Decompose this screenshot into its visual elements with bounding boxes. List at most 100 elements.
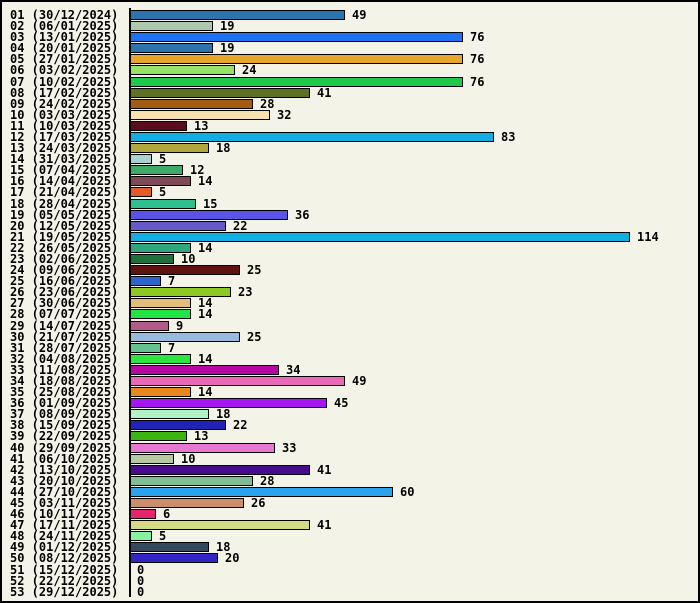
week-label: 04 (20/01/2025) — [10, 41, 119, 55]
value-label: 24 — [242, 63, 257, 77]
value-label: 19 — [220, 19, 235, 33]
bar — [130, 343, 161, 353]
bar — [130, 365, 279, 375]
bar — [130, 210, 288, 220]
table-row: 33 (11/08/2025) 34 — [2, 363, 698, 377]
table-row: 07 (10/02/2025) 76 — [2, 76, 698, 88]
table-row: 19 (05/05/2025) 36 — [2, 208, 698, 222]
value-label: 12 — [190, 163, 205, 177]
value-label: 18 — [216, 540, 231, 554]
bar — [130, 88, 310, 98]
week-label: 09 (24/02/2025) — [10, 97, 119, 111]
week-label: 17 (21/04/2025) — [10, 185, 119, 199]
bar — [130, 542, 209, 552]
bar — [130, 65, 235, 75]
bar — [130, 454, 174, 464]
table-row: 24 (09/06/2025) 25 — [2, 263, 698, 277]
value-label: 76 — [470, 30, 485, 44]
value-label: 14 — [198, 352, 213, 366]
table-row: 29 (14/07/2025) 9 — [2, 319, 698, 333]
week-label: 30 (21/07/2025) — [10, 330, 119, 344]
bar — [130, 54, 463, 64]
bar — [130, 476, 253, 486]
table-row: 25 (16/06/2025) 7 — [2, 274, 698, 288]
table-row: 42 (13/10/2025) 41 — [2, 463, 698, 477]
bar — [130, 176, 191, 186]
table-row: 47 (17/11/2025) 41 — [2, 519, 698, 531]
bar — [130, 21, 213, 31]
value-label: 20 — [225, 551, 240, 565]
week-label: 28 (07/07/2025) — [10, 307, 119, 321]
value-label: 60 — [400, 485, 415, 499]
week-label: 01 (30/12/2024) — [10, 8, 119, 22]
value-label: 34 — [286, 363, 301, 377]
week-label: 51 (15/12/2025) — [10, 563, 119, 577]
week-label: 22 (26/05/2025) — [10, 241, 119, 255]
value-label: 19 — [220, 41, 235, 55]
value-label: 49 — [352, 8, 367, 22]
table-row: 30 (21/07/2025) 25 — [2, 330, 698, 344]
table-row: 38 (15/09/2025) 22 — [2, 419, 698, 431]
table-row: 23 (02/06/2025) 10 — [2, 253, 698, 265]
week-label: 03 (13/01/2025) — [10, 30, 119, 44]
week-label: 27 (30/06/2025) — [10, 296, 119, 310]
table-row: 21 (19/05/2025) 114 — [2, 231, 698, 243]
week-label: 25 (16/06/2025) — [10, 274, 119, 288]
week-label: 10 (03/03/2025) — [10, 108, 119, 122]
week-label: 19 (05/05/2025) — [10, 208, 119, 222]
bar — [130, 132, 494, 142]
value-label: 0 — [137, 585, 145, 599]
week-label: 44 (27/10/2025) — [10, 485, 119, 499]
week-label: 41 (06/10/2025) — [10, 452, 119, 466]
table-row: 37 (08/09/2025) 18 — [2, 407, 698, 421]
week-label: 50 (08/12/2025) — [10, 551, 119, 565]
table-row: 51 (15/12/2025) 0 — [2, 563, 698, 577]
bar — [130, 520, 310, 530]
week-label: 48 (24/11/2025) — [10, 529, 119, 543]
bar — [130, 409, 209, 419]
table-row: 18 (28/04/2025) 15 — [2, 197, 698, 211]
bar — [130, 287, 231, 297]
week-label: 24 (09/06/2025) — [10, 263, 119, 277]
bar — [130, 321, 169, 331]
table-row: 05 (27/01/2025) 76 — [2, 53, 698, 65]
week-label: 42 (13/10/2025) — [10, 463, 119, 477]
week-label: 32 (04/08/2025) — [10, 352, 119, 366]
week-label: 37 (08/09/2025) — [10, 407, 119, 421]
table-row: 22 (26/05/2025) 14 — [2, 241, 698, 255]
value-label: 18 — [216, 407, 231, 421]
value-label: 15 — [203, 197, 218, 211]
bar — [130, 221, 226, 231]
value-label: 6 — [163, 507, 171, 521]
bar — [130, 121, 187, 131]
bar — [130, 10, 345, 20]
table-row: 44 (27/10/2025) 60 — [2, 485, 698, 499]
table-row: 16 (14/04/2025) 14 — [2, 175, 698, 187]
bar — [130, 387, 191, 397]
week-label: 39 (22/09/2025) — [10, 429, 119, 443]
table-row: 43 (20/10/2025) 28 — [2, 475, 698, 487]
bar — [130, 154, 152, 164]
bar — [130, 199, 196, 209]
week-label: 31 (28/07/2025) — [10, 341, 119, 355]
week-label: 33 (11/08/2025) — [10, 363, 119, 377]
bar — [130, 376, 345, 386]
value-label: 13 — [194, 429, 209, 443]
bar — [130, 265, 240, 275]
bar — [130, 531, 152, 541]
table-row: 01 (30/12/2024) 49 — [2, 8, 698, 22]
table-row: 20 (12/05/2025) 22 — [2, 220, 698, 232]
table-row: 52 (22/12/2025) 0 — [2, 575, 698, 587]
value-label: 33 — [282, 441, 297, 455]
value-label: 23 — [238, 285, 253, 299]
table-row: 09 (24/02/2025) 28 — [2, 97, 698, 111]
table-row: 06 (03/02/2025) 24 — [2, 63, 698, 77]
value-label: 49 — [352, 374, 367, 388]
bar — [130, 487, 393, 497]
bar — [130, 254, 174, 264]
week-label: 45 (03/11/2025) — [10, 496, 119, 510]
week-label: 29 (14/07/2025) — [10, 319, 119, 333]
table-row: 41 (06/10/2025) 10 — [2, 452, 698, 466]
value-label: 14 — [198, 307, 213, 321]
week-label: 14 (31/03/2025) — [10, 152, 119, 166]
